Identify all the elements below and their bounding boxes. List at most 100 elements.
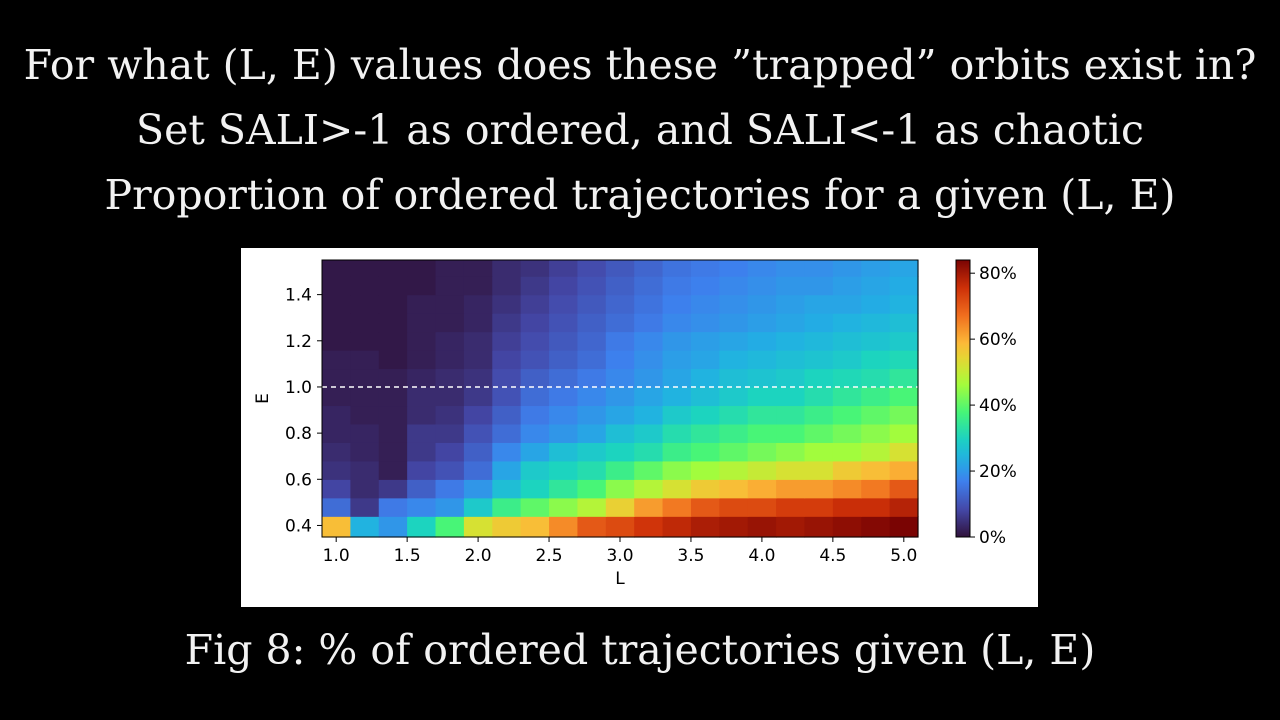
heatmap-cell: [719, 294, 749, 314]
y-axis-label: E: [253, 393, 273, 404]
heatmap-cell: [520, 423, 550, 443]
heatmap-cell: [747, 313, 777, 333]
heatmap-cell: [577, 460, 607, 480]
heatmap-cell: [463, 276, 493, 296]
heatmap-cell: [492, 423, 522, 443]
heatmap-cell: [577, 497, 607, 517]
x-tick-label: 4.0: [748, 546, 775, 566]
heatmap-cell: [520, 294, 550, 314]
heatmap-cell: [577, 260, 607, 277]
heatmap-cell: [322, 460, 351, 480]
heatmap-cell: [435, 423, 465, 443]
heatmap-cell: [378, 460, 408, 480]
heatmap-cell: [719, 460, 749, 480]
heatmap-cell: [577, 423, 607, 443]
heatmap-cell: [690, 276, 720, 296]
heatmap-cell: [634, 423, 664, 443]
heatmap-cell: [350, 313, 380, 333]
x-tick-label: 4.5: [819, 546, 846, 566]
heatmap-cell: [492, 442, 522, 462]
heatmap-cell: [634, 350, 664, 370]
heatmap-cell: [407, 423, 437, 443]
heatmap-cell: [832, 423, 862, 443]
heatmap-cell: [350, 350, 380, 370]
heatmap-cell: [577, 313, 607, 333]
heatmap-cell: [577, 442, 607, 462]
heatmap-cell: [520, 405, 550, 425]
heatmap-cell: [776, 460, 806, 480]
heatmap-cells: [322, 260, 919, 538]
heatmap-cell: [549, 460, 579, 480]
heatmap-cell: [605, 516, 635, 538]
heatmap-cell: [776, 368, 806, 388]
heatmap-cell: [804, 479, 834, 499]
heatmap-cell: [861, 331, 891, 351]
heatmap-cell: [832, 368, 862, 388]
slide-title-line-3: Proportion of ordered trajectories for a…: [104, 171, 1176, 219]
heatmap-cell: [832, 313, 862, 333]
slide-title-line-1: For what (L, E) values does these ”trapp…: [23, 41, 1257, 89]
heatmap-cell: [378, 294, 408, 314]
heatmap-cell: [832, 460, 862, 480]
heatmap-cell: [804, 516, 834, 538]
heatmap-cell: [634, 386, 664, 407]
heatmap-cell: [322, 386, 351, 407]
heatmap-cell: [435, 516, 465, 538]
heatmap-cell: [889, 479, 919, 499]
heatmap-cell: [350, 276, 380, 296]
heatmap-cell: [662, 386, 692, 407]
heatmap-cell: [435, 405, 465, 425]
heatmap-cell: [747, 405, 777, 425]
heatmap-cell: [492, 368, 522, 388]
heatmap-cell: [549, 276, 579, 296]
heatmap-cell: [662, 442, 692, 462]
colorbar-tick-label: 20%: [979, 462, 1017, 482]
heatmap-cell: [492, 460, 522, 480]
heatmap-cell: [322, 479, 351, 499]
heatmap-cell: [549, 331, 579, 351]
heatmap-cell: [776, 294, 806, 314]
heatmap-cell: [747, 516, 777, 538]
heatmap-cell: [492, 331, 522, 351]
heatmap-cell: [463, 386, 493, 407]
heatmap-cell: [889, 368, 919, 388]
heatmap-cell: [605, 423, 635, 443]
x-tick-label: 3.0: [606, 546, 633, 566]
heatmap-cell: [407, 350, 437, 370]
heatmap-cell: [378, 497, 408, 517]
heatmap-cell: [690, 442, 720, 462]
heatmap-cell: [804, 423, 834, 443]
heatmap-cell: [407, 460, 437, 480]
heatmap-cell: [549, 260, 579, 277]
heatmap-cell: [492, 479, 522, 499]
heatmap-cell: [861, 442, 891, 462]
heatmap-cell: [634, 368, 664, 388]
heatmap-cell: [549, 294, 579, 314]
heatmap-cell: [378, 405, 408, 425]
heatmap-cell: [549, 442, 579, 462]
heatmap-cell: [634, 294, 664, 314]
heatmap-cell: [804, 442, 834, 462]
heatmap-cell: [889, 405, 919, 425]
heatmap-cell: [322, 313, 351, 333]
heatmap-cell: [719, 260, 749, 277]
heatmap-cell: [577, 479, 607, 499]
y-tick-label: 0.6: [285, 470, 312, 490]
y-tick-label: 1.2: [285, 332, 312, 352]
heatmap-cell: [861, 368, 891, 388]
heatmap-cell: [804, 313, 834, 333]
heatmap-cell: [520, 331, 550, 351]
heatmap-cell: [662, 460, 692, 480]
heatmap-cell: [719, 442, 749, 462]
colorbar-tick-label: 40%: [979, 396, 1017, 416]
heatmap-cell: [350, 479, 380, 499]
heatmap-cell: [776, 497, 806, 517]
heatmap-cell: [832, 497, 862, 517]
x-tick-label: 1.0: [323, 546, 350, 566]
heatmap-cell: [889, 497, 919, 517]
heatmap-cell: [832, 294, 862, 314]
heatmap-cell: [378, 331, 408, 351]
heatmap-cell: [776, 442, 806, 462]
heatmap-cell: [662, 423, 692, 443]
heatmap-cell: [407, 405, 437, 425]
